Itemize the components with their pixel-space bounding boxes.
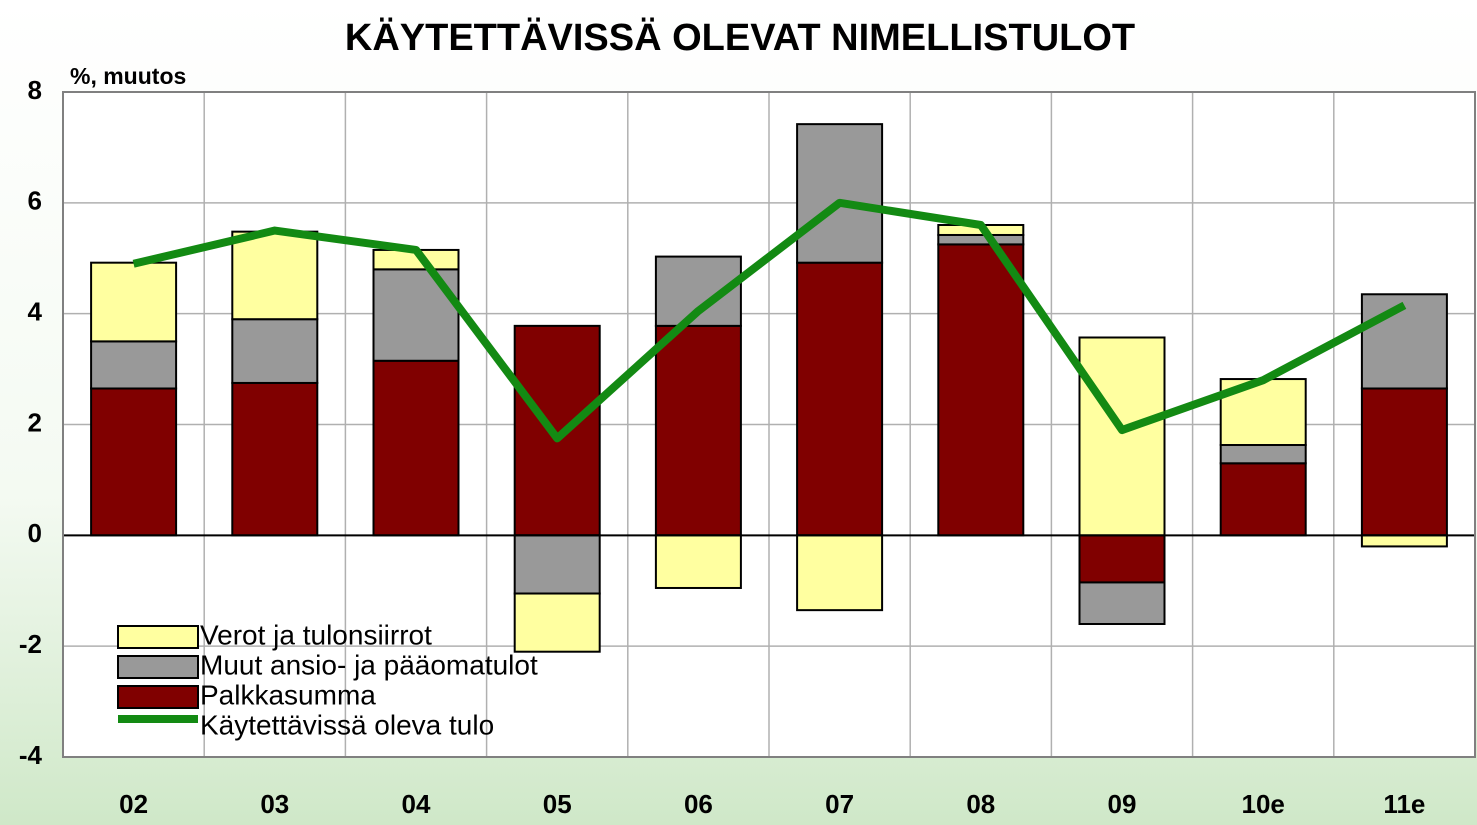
line-series (132, 198, 1407, 443)
bar-segment (231, 230, 319, 321)
bar-segment (654, 534, 742, 589)
y-tick-label: 8 (28, 75, 42, 105)
bar-segment (1219, 462, 1307, 537)
y-tick-label: 0 (28, 518, 42, 548)
bar-segment (1078, 534, 1166, 584)
x-tick-label: 04 (402, 789, 431, 819)
bar-segment (796, 123, 884, 264)
bar-segment (1078, 336, 1166, 537)
bar-segment (1360, 293, 1448, 390)
bar-segment (796, 534, 884, 612)
x-tick-label: 05 (543, 789, 572, 819)
legend-label: Palkkasumma (200, 679, 376, 710)
y-tick-label: 4 (28, 297, 43, 327)
bar-segment (513, 324, 601, 537)
y-tick-label: -2 (19, 629, 42, 659)
bar-segment (1219, 444, 1307, 465)
bar-segment (90, 340, 178, 390)
x-tick-label: 11e (1383, 789, 1425, 819)
x-tick-label: 09 (1108, 789, 1137, 819)
legend-swatch (117, 685, 199, 709)
x-tick-label: 10e (1242, 789, 1285, 819)
legend-swatch (117, 655, 199, 679)
bar-segment (513, 592, 601, 653)
x-tick-label: 08 (966, 789, 995, 819)
x-tick-label: 06 (684, 789, 713, 819)
bar-segment (90, 261, 178, 343)
legend-label: Käytettävissä oleva tulo (200, 709, 494, 740)
x-tick-label: 02 (119, 789, 148, 819)
bar-segment (231, 318, 319, 384)
chart-title: KÄYTETTÄVISSÄ OLEVAT NIMELLISTULOT (345, 16, 1135, 59)
bar-segment (654, 324, 742, 537)
bar-segment (513, 534, 601, 595)
plot-frame (62, 91, 1476, 758)
bar-segment (90, 387, 178, 537)
y-tick-label: -4 (19, 740, 43, 770)
legend-label: Muut ansio- ja pääomatulot (200, 649, 538, 680)
y-tick-label: 2 (28, 407, 42, 437)
bar-segment (1360, 387, 1448, 537)
legend-swatch (117, 625, 199, 649)
y-axis-label: %, muutos (70, 63, 186, 89)
legend-label: Verot ja tulonsiirrot (200, 619, 432, 650)
x-tick-label: 07 (825, 789, 854, 819)
bar-segment (937, 243, 1025, 537)
bar-segment (1078, 581, 1166, 625)
bar-segment (937, 233, 1025, 246)
y-tick-label: 6 (28, 186, 42, 216)
bar-segment (796, 261, 884, 537)
bar-segment (231, 381, 319, 537)
x-tick-label: 03 (260, 789, 289, 819)
bar-segment (1360, 534, 1448, 548)
bar-segment (372, 359, 460, 537)
